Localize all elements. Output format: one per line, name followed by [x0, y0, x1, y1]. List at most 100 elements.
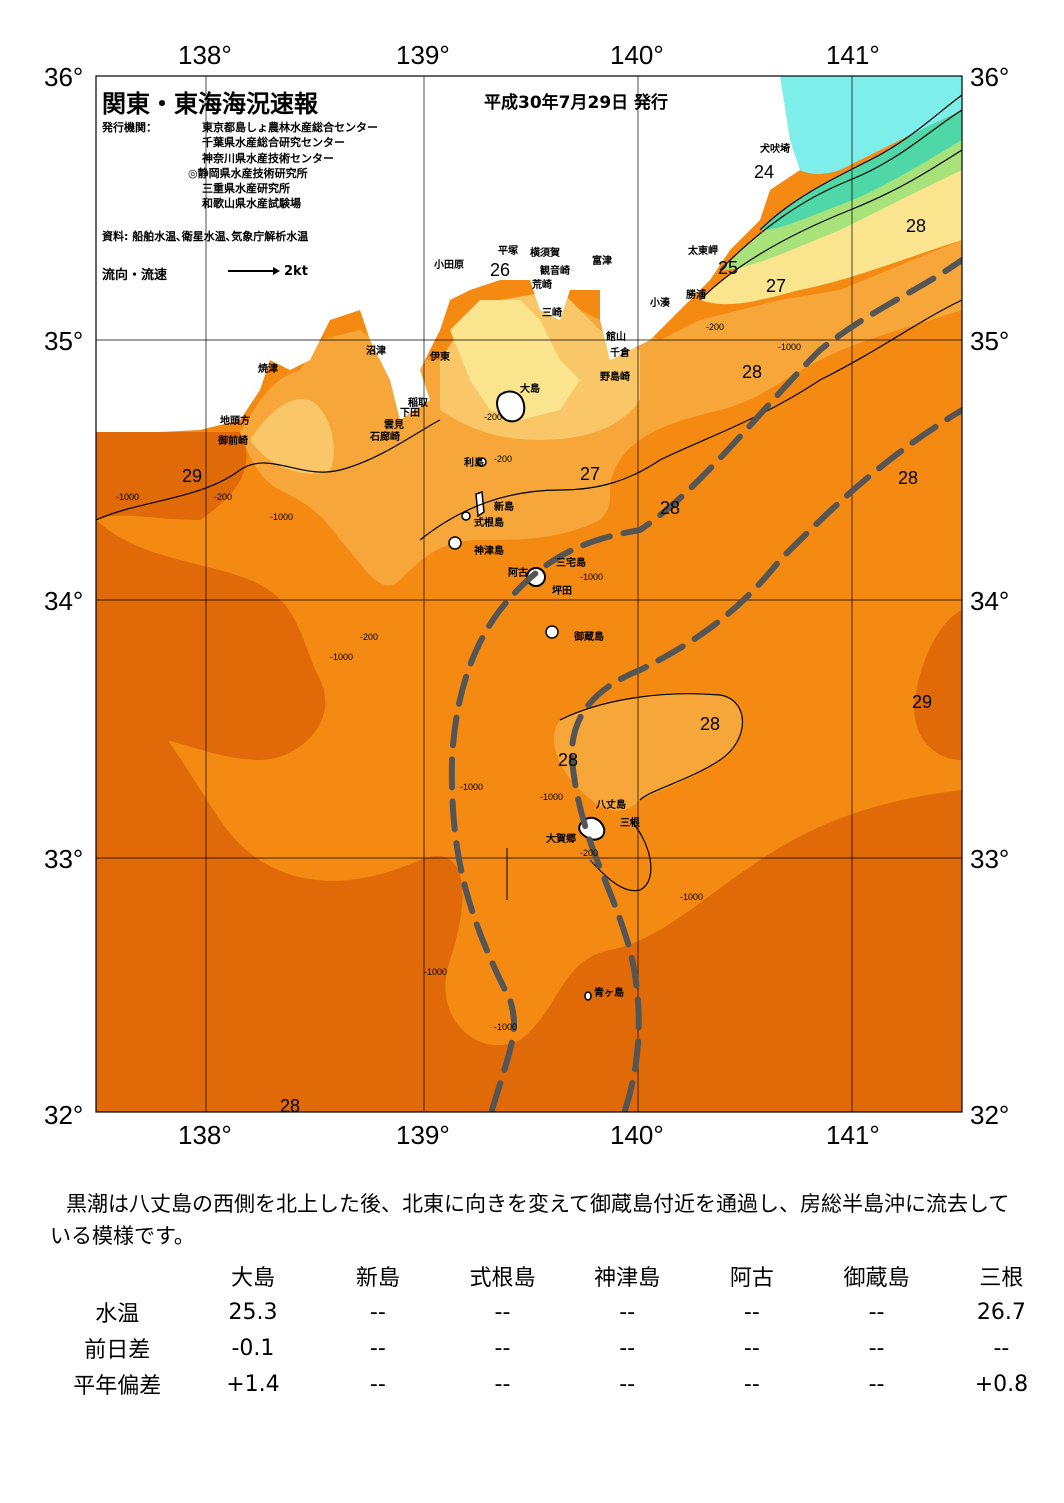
place-label: 雲見	[384, 419, 404, 431]
agency-item: 千葉県水産総合研究センター	[202, 136, 345, 150]
table-cell: --	[369, 1371, 386, 1397]
table-cell: --	[369, 1299, 386, 1325]
lat-label: 33°	[44, 844, 83, 874]
table-header-row: 大島 新島 式根島 神津島 阿古 御蔵島 三根	[44, 1258, 1064, 1294]
depth-label: -200	[360, 632, 378, 642]
lat-label: 32°	[44, 1100, 83, 1130]
place-label: 八丈島	[595, 798, 626, 811]
depth-labels: -200 -200 -200 -200 -200 -200 -1000 -100…	[116, 322, 801, 1032]
place-label: 荒崎	[531, 278, 552, 291]
isotherm-labels: 24 25 26 27 27 28 28 28 28 28 28 29 29 2…	[182, 162, 932, 1116]
agency-item: 神奈川県水産技術センター	[202, 151, 334, 165]
zone-26-izu	[250, 399, 334, 474]
island-shikinejima	[461, 511, 471, 521]
zone-27-mid	[553, 693, 743, 811]
isotherm-lines	[96, 94, 962, 892]
isotherm-label: 29	[182, 466, 202, 486]
lat-label: 34°	[970, 586, 1009, 616]
isotherm-label: 28	[660, 498, 680, 518]
zone-25	[450, 300, 580, 420]
table-cell: --	[868, 1335, 885, 1361]
lat-label: 34°	[44, 586, 83, 616]
table-cell: --	[619, 1335, 636, 1361]
lat-label: 35°	[970, 326, 1009, 356]
depth-label: -1000	[540, 792, 563, 802]
place-label: 石廊崎	[369, 430, 400, 443]
lon-label: 141°	[826, 40, 880, 70]
column-header: 阿古	[729, 1266, 774, 1291]
table-cell: --	[743, 1299, 760, 1325]
lat-labels-left: 36° 35° 34° 33° 32°	[44, 62, 83, 1130]
isotherm-label: 28	[906, 216, 926, 236]
place-label: 平塚	[498, 244, 518, 257]
map-frame	[95, 75, 963, 1113]
table-cell: --	[619, 1299, 636, 1325]
island-toshima	[477, 457, 487, 467]
table-cell: --	[619, 1371, 636, 1397]
isotherm-label: 28	[742, 362, 762, 382]
island-oshima	[496, 390, 526, 423]
island-mikurajima	[545, 625, 559, 639]
place-label: 神津島	[474, 544, 504, 557]
place-label: 大賀郷	[546, 832, 576, 845]
agency-item: ◎静岡県水産技術研究所	[188, 166, 308, 180]
place-label: 沼津	[366, 344, 386, 357]
column-header: 新島	[355, 1266, 400, 1291]
place-label: 観音崎	[540, 264, 570, 277]
table-cell: --	[494, 1299, 511, 1325]
table-cell: --	[993, 1335, 1010, 1361]
table-cell: --	[743, 1371, 760, 1397]
place-label: 館山	[605, 330, 626, 343]
depth-label: -200	[580, 848, 598, 858]
observation-table: 大島 新島 式根島 神津島 阿古 御蔵島 三根 水温 25.3 -- -- --…	[44, 1258, 1064, 1402]
zone-29-south	[96, 670, 962, 1112]
data-source: 資料: 船舶水温､衛星水温､気象庁解析水温	[102, 230, 309, 243]
zone-22	[780, 76, 962, 174]
place-label: 小湊	[649, 296, 671, 309]
island-kozushima	[448, 536, 462, 550]
lon-label: 140°	[610, 40, 664, 70]
place-label: 御蔵島	[573, 630, 604, 643]
place-label: 千倉	[610, 346, 631, 359]
island-aogashima	[584, 991, 592, 1001]
column-header: 三根	[979, 1266, 1024, 1291]
flow-legend-arrow-icon	[228, 267, 280, 275]
lon-label: 139°	[396, 1120, 450, 1150]
depth-label: -1000	[460, 782, 483, 792]
lon-label: 139°	[396, 40, 450, 70]
depth-label: -1000	[580, 572, 603, 582]
issue-date: 平成30年7月29日 発行	[484, 93, 669, 113]
depth-label: -1000	[270, 512, 293, 522]
place-label: 野島崎	[600, 370, 630, 383]
place-label: 地頭方	[220, 414, 250, 427]
depth-label: -200	[494, 454, 512, 464]
place-label: 小田原	[433, 258, 464, 271]
lat-label: 32°	[970, 1100, 1009, 1130]
agency-label: 発行機関：	[102, 121, 157, 134]
depth-label: -1000	[330, 652, 353, 662]
table-cell: +1.4	[226, 1371, 280, 1397]
island-niijima	[475, 490, 485, 518]
table-cell: --	[868, 1371, 885, 1397]
isotherm-label: 28	[898, 468, 918, 488]
zone-29-southwest	[96, 520, 326, 760]
agency-list: 発行機関： 東京都島しょ農林水産総合センター 千葉県水産総合研究センター 神奈川県…	[102, 120, 378, 212]
lat-label: 33°	[970, 844, 1009, 874]
isotherm-label: 29	[912, 692, 932, 712]
place-label: 犬吠埼	[760, 142, 790, 155]
column-header: 神津島	[594, 1266, 661, 1291]
lon-labels-top: 138° 139° 140° 141°	[178, 40, 880, 70]
place-label: 式根島	[474, 516, 504, 529]
isotherm-label: 28	[280, 1096, 300, 1116]
lon-label: 141°	[826, 1120, 880, 1150]
kuroshio-axis	[448, 257, 962, 1112]
place-label: 坪田	[552, 584, 572, 597]
table-cell: --	[868, 1299, 885, 1325]
place-label: 富津	[592, 254, 612, 267]
place-label: 御前崎	[217, 434, 248, 447]
table-row: 前日差 -0.1 -- -- -- -- -- --	[44, 1330, 1064, 1366]
table-cell: --	[369, 1335, 386, 1361]
place-label: 焼津	[258, 362, 278, 375]
depth-label: -200	[214, 492, 232, 502]
place-names: 犬吠埼 太東岬 勝浦 小湊 富津 館山 千倉 野島崎 横須賀 観音崎 荒崎 三崎…	[217, 142, 790, 999]
